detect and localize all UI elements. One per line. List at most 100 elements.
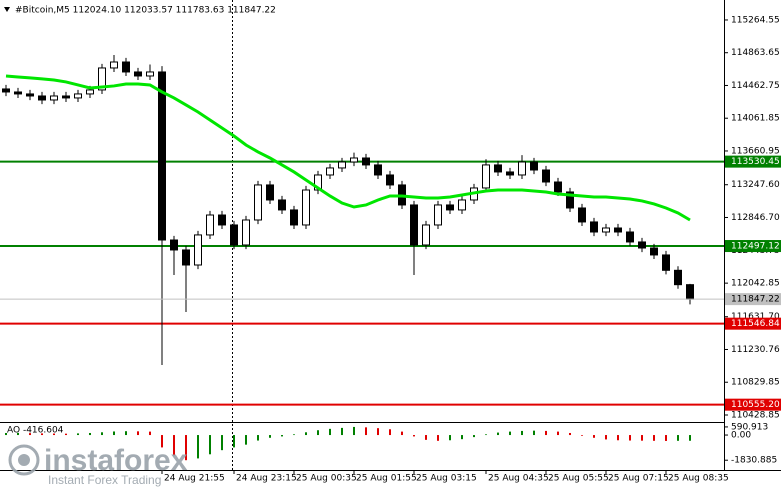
y-tick-label: 115264.55	[731, 15, 780, 25]
candle-body	[26, 93, 34, 97]
y-tick-label: 114863.65	[731, 48, 780, 58]
y-tick-label: 113247.60	[731, 180, 780, 190]
y-tick-label: 110829.85	[731, 378, 780, 388]
candle-body	[518, 161, 526, 176]
candle-body	[206, 214, 214, 236]
y-tick-label: 114061.85	[731, 114, 780, 124]
candle-body	[98, 67, 106, 91]
level-label: 113530.45	[731, 157, 780, 167]
x-tick-label: 25 Aug 08:35	[668, 474, 729, 484]
x-tick-label: 24 Aug 21:55	[164, 474, 225, 484]
y-tick-label: 114462.75	[731, 81, 780, 91]
candle-body	[158, 71, 166, 241]
y-tick-label: 112042.85	[731, 279, 780, 289]
candle-body	[242, 219, 250, 246]
watermark-logo	[8, 444, 40, 476]
candle-body	[506, 171, 514, 176]
watermark-tagline: Instant Forex Trading	[48, 473, 161, 487]
candle-body	[578, 207, 586, 223]
level-label-box	[725, 317, 781, 330]
candle-body	[122, 61, 130, 73]
candle-body	[410, 204, 418, 246]
indicator-title: AO -416.604	[7, 426, 64, 436]
candle-body	[218, 214, 226, 226]
candle-body	[362, 157, 370, 166]
candle-body	[110, 61, 118, 69]
candle-body	[374, 164, 382, 176]
candle-body	[338, 161, 346, 169]
candle-body	[2, 88, 10, 93]
candle-body	[86, 89, 94, 95]
candle-body	[326, 167, 334, 176]
candle-body	[146, 71, 154, 77]
x-tick-label: 25 Aug 01:55	[356, 474, 417, 484]
candle-body	[182, 249, 190, 266]
plot-area: 115264.55 114863.65 114462.75 114061.85 1136…	[0, 15, 781, 484]
watermark-logo-core	[18, 454, 30, 466]
x-tick-label: 25 Aug 05:55	[548, 474, 609, 484]
watermark-brand: instaforex	[44, 444, 188, 477]
candle-body	[590, 221, 598, 233]
candle-body	[62, 95, 70, 99]
candle-body	[674, 269, 682, 286]
candle-body	[530, 161, 538, 171]
chart-title: #Bitcoin,M5 112024.10 112033.57 111783.6…	[15, 6, 276, 16]
candle-body	[230, 224, 238, 246]
y-tick-label: 113660.95	[731, 146, 780, 156]
level-label: 110555.20	[731, 400, 780, 410]
candle-body	[494, 164, 502, 173]
candle-body	[50, 95, 58, 101]
x-tick-label: 25 Aug 00:35	[296, 474, 357, 484]
y-tick-label: 110428.85	[731, 410, 780, 420]
indicator-tick-label: 590.913	[731, 422, 768, 432]
candle-body	[74, 93, 82, 99]
moving-average	[5, 74, 691, 222]
level-label-box	[725, 240, 781, 253]
candle-body	[278, 199, 286, 211]
candle-body	[386, 174, 394, 186]
candle-body	[482, 164, 490, 189]
candle-body	[662, 254, 670, 271]
indicator-tick-label: -1830.885	[731, 456, 777, 466]
candle-body	[194, 234, 202, 266]
y-tick-label: 111230.76	[731, 345, 780, 355]
candle-body	[542, 169, 550, 183]
candle-body	[254, 184, 262, 221]
indicator-tick-label: 0.00	[731, 431, 751, 441]
x-tick-label: 25 Aug 07:15	[608, 474, 669, 484]
candle-body	[446, 204, 454, 211]
y-tick-label: 111631.70	[731, 312, 780, 322]
x-tick-label: 25 Aug 03:15	[416, 474, 477, 484]
candle-body	[422, 224, 430, 246]
current-price-box	[725, 293, 781, 306]
candle-body	[626, 231, 634, 243]
candle-body	[350, 157, 358, 163]
candle-body	[266, 184, 274, 201]
candle-body	[614, 227, 622, 233]
candle-body	[134, 71, 142, 77]
y-tick-label: 112846.70	[731, 213, 780, 223]
candle-body	[290, 209, 298, 226]
candle-body	[650, 247, 658, 256]
candle-body	[302, 189, 310, 226]
x-tick-label: 24 Aug 23:15	[236, 474, 297, 484]
candle-body	[566, 191, 574, 209]
candle-body	[38, 95, 46, 101]
candle-body	[14, 91, 22, 95]
candle-body	[638, 241, 646, 249]
x-tick-label: 25 Aug 04:35	[488, 474, 549, 484]
level-label-box	[725, 155, 781, 168]
current-price-label: 111847.22	[731, 295, 780, 305]
candle-body	[602, 227, 610, 233]
symbol-icon	[4, 7, 10, 12]
candle-body	[434, 204, 442, 226]
watermark: instaforex Instant Forex Trading	[8, 444, 188, 487]
candle-body	[314, 174, 322, 191]
candle-body	[554, 181, 562, 193]
level-label: 112497.12	[731, 242, 780, 252]
candle-body	[458, 199, 466, 211]
level-label: 111546.84	[731, 319, 780, 329]
level-label-box	[725, 398, 781, 411]
